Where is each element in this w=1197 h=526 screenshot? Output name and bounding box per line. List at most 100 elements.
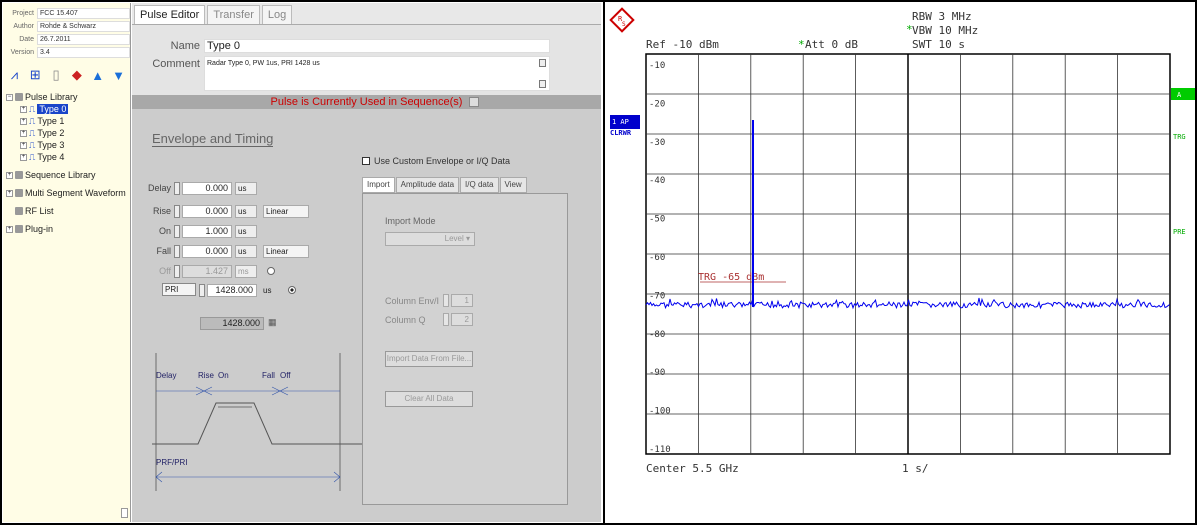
import-mode-select[interactable]: Level ▾ xyxy=(385,232,475,246)
y-tick-label: -30 xyxy=(649,138,665,148)
tree-rf-list[interactable]: RF List xyxy=(6,205,130,217)
custom-envelope-checkbox[interactable] xyxy=(362,157,370,165)
y-tick-label: -100 xyxy=(649,407,671,417)
banner-text: Pulse is Currently Used in Sequence(s) xyxy=(270,96,463,108)
param-off: Off 1.427 ms xyxy=(142,264,275,278)
unit-select[interactable]: ms xyxy=(235,264,257,278)
noise-floor-trace xyxy=(645,297,1170,310)
expand-icon[interactable]: + xyxy=(20,153,27,161)
pri-radio[interactable] xyxy=(288,286,296,294)
comment-text: Radar Type 0, PW 1us, PRI 1428 us xyxy=(207,60,320,67)
name-field[interactable]: Type 0 xyxy=(204,39,550,53)
expand-icon[interactable]: + xyxy=(6,225,13,233)
pri-select[interactable]: PRI xyxy=(162,283,196,296)
meta-date: Date 26.7.2011 xyxy=(3,33,130,46)
column-q-input[interactable]: 2 xyxy=(451,313,473,326)
rise-shape-select[interactable]: Linear xyxy=(263,204,309,218)
tab-pulse-editor[interactable]: Pulse Editor xyxy=(134,5,206,24)
tab-iq-data[interactable]: I/Q data xyxy=(460,177,499,193)
unit-select[interactable]: us xyxy=(235,224,257,238)
spin-button[interactable] xyxy=(174,181,180,195)
custom-envelope-option[interactable]: Use Custom Envelope or I/Q Data xyxy=(362,156,510,166)
on-input[interactable]: 1.000 xyxy=(182,224,232,238)
column-env-input[interactable]: 1 xyxy=(451,294,473,307)
spin-button[interactable] xyxy=(174,204,180,218)
unit-select[interactable]: us xyxy=(235,244,257,258)
tree-label: Type 0 xyxy=(37,104,69,114)
new-pulse-icon[interactable]: ⩘ xyxy=(10,67,19,82)
spin-button[interactable] xyxy=(199,283,205,297)
comment-field[interactable]: Radar Type 0, PW 1us, PRI 1428 us xyxy=(204,56,550,91)
expand-icon[interactable]: + xyxy=(6,171,13,179)
scroll-down-icon[interactable] xyxy=(539,80,546,88)
tree-type-0[interactable]: + ⎍ Type 0 xyxy=(6,103,130,115)
expand-icon[interactable]: + xyxy=(20,105,27,113)
tree-type-2[interactable]: + ⎍ Type 2 xyxy=(6,127,130,139)
pulse-header-form: Name Type 0 Comment Radar Type 0, PW 1us… xyxy=(132,25,601,95)
tab-import[interactable]: Import xyxy=(362,177,395,193)
document-icon[interactable]: ▯ xyxy=(52,67,60,82)
new-sequence-icon[interactable]: ⊞ xyxy=(29,67,41,82)
delete-icon[interactable]: ◆ xyxy=(71,67,82,82)
import-body: Import Mode Level ▾ Column Env/I 1 Colum… xyxy=(362,193,568,505)
move-up-icon[interactable]: ▲ xyxy=(91,67,105,83)
tree-type-1[interactable]: + ⎍ Type 1 xyxy=(6,115,130,127)
unit-select[interactable]: us xyxy=(235,181,257,195)
sidebar-scroll-handle[interactable] xyxy=(121,508,128,518)
banner-dropdown-button[interactable] xyxy=(469,97,479,107)
expand-icon[interactable]: + xyxy=(6,189,13,197)
tree-multi-segment[interactable]: + Multi Segment Waveform xyxy=(6,187,130,199)
y-tick-label: -20 xyxy=(649,99,665,109)
unit-select[interactable]: us xyxy=(235,204,257,218)
tree-label: Plug-in xyxy=(25,224,54,234)
tree-sequence-library[interactable]: + Sequence Library xyxy=(6,169,130,181)
expand-icon[interactable]: + xyxy=(20,129,27,137)
import-file-button[interactable]: Import Data From File... xyxy=(385,351,473,367)
meta-value[interactable]: 26.7.2011 xyxy=(37,34,130,45)
clear-data-button[interactable]: Clear All Data xyxy=(385,391,473,407)
rise-input[interactable]: 0.000 xyxy=(182,204,232,218)
side-pre-label: PRE xyxy=(1173,228,1186,236)
spin-button[interactable] xyxy=(443,313,449,326)
trace-mode-label: CLRWR xyxy=(610,129,632,137)
calculator-icon[interactable]: ▦ xyxy=(268,317,277,327)
expand-icon[interactable]: + xyxy=(20,141,27,149)
tab-log[interactable]: Log xyxy=(261,5,293,24)
fall-shape-select[interactable]: Linear xyxy=(263,244,309,258)
fall-input[interactable]: 0.000 xyxy=(182,244,232,258)
pri-input[interactable]: 1428.000 xyxy=(207,283,257,297)
tab-transfer[interactable]: Transfer xyxy=(207,5,260,24)
editor-main: Pulse Editor Transfer Log Name Type 0 Co… xyxy=(132,3,601,522)
scroll-up-icon[interactable] xyxy=(539,59,546,67)
meta-value[interactable]: Rohde & Schwarz xyxy=(37,21,130,32)
move-down-icon[interactable]: ▼ xyxy=(112,67,125,83)
expand-icon[interactable]: + xyxy=(20,117,27,125)
meta-value[interactable]: FCC 15.407 xyxy=(37,8,130,19)
param-label: Fall xyxy=(156,246,171,256)
collapse-icon[interactable]: − xyxy=(6,93,13,101)
off-radio[interactable] xyxy=(267,267,275,275)
sidebar: Project FCC 15.407 Author Rohde & Schwarz … xyxy=(3,3,131,522)
delay-input[interactable]: 0.000 xyxy=(182,181,232,195)
spin-button[interactable] xyxy=(174,224,180,238)
folder-icon xyxy=(15,189,23,197)
meta-author: Author Rohde & Schwarz xyxy=(3,20,130,33)
tab-view[interactable]: View xyxy=(499,177,527,193)
tree-label: RF List xyxy=(25,206,54,216)
tree-type-4[interactable]: + ⎍ Type 4 xyxy=(6,151,130,163)
pulse-icon: ⎍ xyxy=(29,115,36,126)
spin-button[interactable] xyxy=(174,244,180,258)
spin-button[interactable] xyxy=(443,294,449,307)
spin-button[interactable] xyxy=(174,264,180,278)
tab-amplitude-data[interactable]: Amplitude data xyxy=(395,177,460,193)
trace-label-box xyxy=(610,115,640,129)
off-input[interactable]: 1.427 xyxy=(182,264,232,278)
tree-type-3[interactable]: + ⎍ Type 3 xyxy=(6,139,130,151)
library-tree: − Pulse Library + ⎍ Type 0 + ⎍ Type 1 + ⎍ Type … xyxy=(3,91,130,235)
ref-level-readout: Ref -10 dBm xyxy=(646,38,719,51)
tree-plugin[interactable]: + Plug-in xyxy=(6,223,130,235)
y-tick-label: -40 xyxy=(649,176,665,186)
meta-value[interactable]: 3.4 xyxy=(37,47,130,58)
sweep-time-readout: 1 s/ xyxy=(902,462,929,475)
tree-pulse-library[interactable]: − Pulse Library xyxy=(6,91,130,103)
